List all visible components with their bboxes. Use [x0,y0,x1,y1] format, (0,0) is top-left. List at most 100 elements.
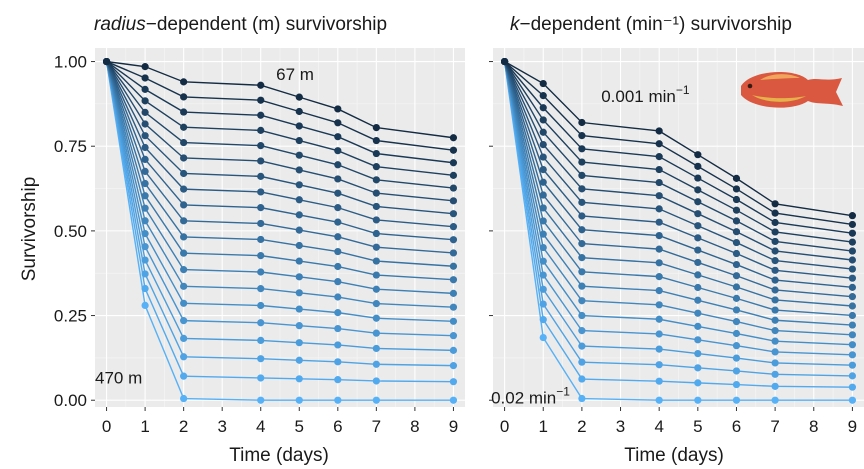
x-tick-label: 0 [102,417,111,436]
series-2 [102,57,458,386]
series-point [334,293,342,301]
series-point [372,285,380,293]
series-point [180,154,188,162]
series-point [141,270,149,278]
series-point [372,314,380,322]
series-point [694,283,702,292]
series-point [539,153,547,161]
series-point [848,396,857,404]
series-line [105,61,454,337]
series-point [449,378,458,386]
series-point [449,223,458,231]
y-axis-label: Survivorship [19,177,40,282]
annotation-superscript: −1 [556,385,570,399]
series-point [694,296,702,304]
annotation-2: 0.02 min−1 [491,385,570,408]
series-point [694,174,702,182]
series-point [848,247,857,255]
series-line [105,61,454,308]
series-point [180,123,188,131]
series-line [106,60,454,139]
panel-radius: 0.00 0.25 0.50 0.75 1.00 0 1 2 3 4 5 6 7 8 9 67 m 470 m [54,48,465,436]
series-point [694,364,702,372]
series-8 [500,57,857,329]
series-point [732,238,741,247]
series-5 [102,57,458,340]
series-point [334,119,342,127]
series-line [503,61,853,252]
series-point [334,396,342,404]
series-point [771,370,779,378]
fish-illustration [741,71,843,108]
series-point [372,257,380,265]
series-point [655,192,663,200]
series-point [449,276,458,284]
series-point [295,257,303,265]
series-line [503,61,853,307]
series-point [295,375,303,383]
series-point [732,217,741,225]
series-point [539,104,547,112]
series-point [578,268,586,276]
x-tick-label: 5 [693,417,702,436]
series-point [334,358,342,366]
series-point [848,321,857,329]
y-tick-label: 0.50 [54,222,87,241]
series-line [504,61,853,234]
series-point [694,210,702,218]
series-point [771,348,779,356]
series-point [449,303,458,311]
series-point [655,273,663,281]
series-line [105,61,454,254]
x-tick-label: 9 [449,417,458,436]
series-point [449,171,458,179]
series-point [848,293,857,301]
x-tick-label: 4 [654,417,663,436]
series-point [372,229,380,238]
series-point [848,302,857,310]
series-point [295,226,303,234]
series-point [732,174,741,182]
series-point [732,329,741,338]
series-point [694,234,702,242]
series-point [449,134,458,142]
y-tick-label: 1.00 [54,53,87,72]
y-tick-label: 0.25 [54,307,87,326]
series-point [578,311,586,320]
series-point [257,252,265,260]
series-point [141,97,149,105]
series-point [732,228,741,236]
series-point [655,259,663,267]
series-point [694,271,702,279]
series-point [257,172,265,180]
series-line [503,61,853,336]
series-point [141,284,149,293]
series-point [694,258,702,267]
series-point [694,246,702,254]
series-point [180,334,188,342]
series-20 [500,57,857,220]
annotation-2: 470 m [95,368,142,387]
panel-2-title-italic: k [510,14,521,35]
series-point [257,81,265,89]
series-point [655,127,663,135]
series-line [106,61,454,189]
series-line [503,61,853,298]
series-point [771,286,779,294]
series-point [141,192,149,200]
series-point [771,359,779,367]
series-point [257,336,265,345]
series-line [503,61,853,270]
series-point [449,317,458,325]
series-12 [500,57,857,291]
series-point [539,217,547,225]
series-point [655,396,663,404]
series-point [578,158,586,166]
series-15 [102,57,458,205]
series-point [694,396,702,404]
series-line [503,61,853,326]
series-point [257,126,265,134]
series-point [257,396,265,404]
series-point [771,337,779,345]
series-point [257,96,265,104]
